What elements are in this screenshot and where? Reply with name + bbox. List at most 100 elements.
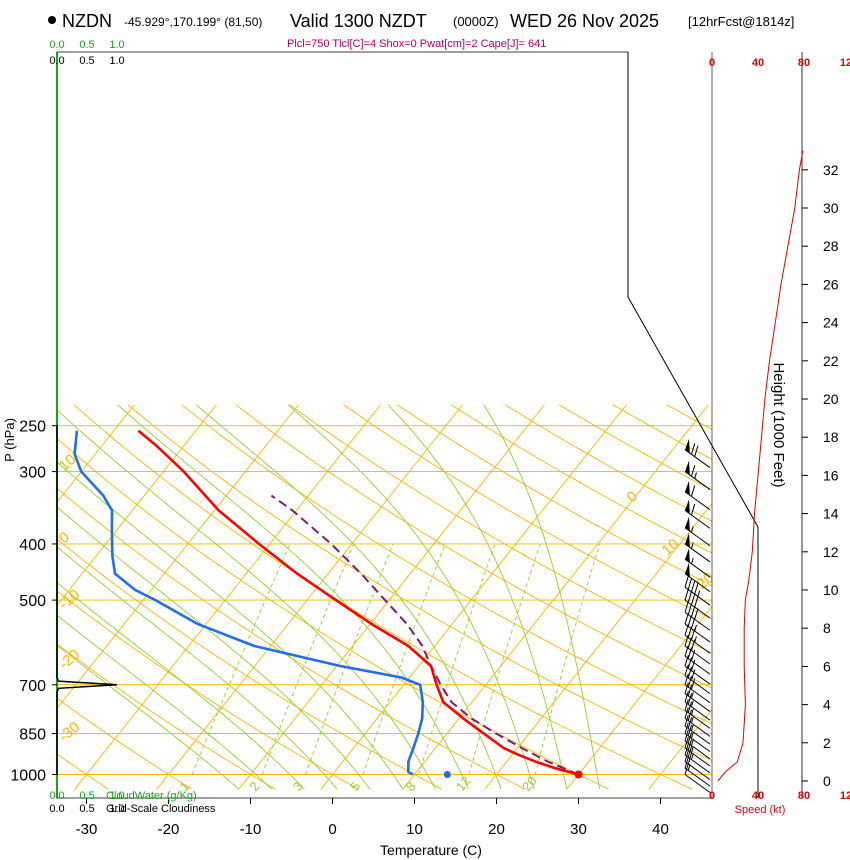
dewpoint-line (73, 430, 425, 776)
speed-tick-label-bottom: 12 (840, 790, 850, 802)
moist-adiabat-line (57, 581, 305, 790)
wind-barb (684, 654, 711, 685)
isotherm-line (57, 404, 135, 503)
temp-tick-label: -20 (158, 821, 180, 838)
wind-barb (684, 722, 711, 753)
pressure-tick-label: 250 (19, 419, 46, 436)
mixing-ratio-line (468, 543, 541, 775)
valid-time: Valid 1300 NZDT (290, 11, 427, 31)
cloudiness-line (56, 425, 118, 775)
isotherm-line (57, 404, 299, 710)
moist-adiabat-line (117, 404, 469, 790)
isotherm-line (320, 404, 627, 790)
temp-tick-label: 10 (406, 821, 423, 838)
wind-barb (684, 664, 711, 695)
cloudwater-tick-top: 0.5 (79, 39, 94, 51)
moist-adiabat-line (57, 506, 371, 790)
wind-barb (684, 699, 711, 729)
dry-adiabat-line (181, 404, 712, 725)
dry-adiabat-line (343, 404, 712, 620)
mixing-ratio-line (305, 543, 394, 775)
mixing-ratio-label: 12 (453, 773, 474, 794)
mixing-ratio-line (362, 543, 446, 775)
pressure-tick-label: 850 (19, 727, 46, 744)
cloudwater-tick-top: 0.0 (49, 39, 64, 51)
isotherm-line (74, 404, 381, 790)
surface-dewpoint-marker (443, 771, 451, 778)
height-tick-label: 0 (823, 773, 831, 789)
wind-barb (684, 516, 711, 547)
plot-right-border (627, 52, 759, 798)
height-tick-label: 18 (823, 429, 839, 445)
isotherm-line (156, 404, 463, 790)
height-tick-label: 2 (823, 735, 831, 751)
temp-tick-label: 0 (328, 821, 336, 838)
moist-adiabat-line (387, 404, 568, 790)
y-axis-label: P (hPa) (2, 418, 17, 462)
temperature-line (137, 429, 579, 776)
mixing-ratio-line (534, 543, 601, 775)
wind-barbs (684, 438, 711, 793)
dry-adiabat-line (57, 643, 276, 790)
wind-speed-line (717, 150, 804, 782)
temp-tick-label: 40 (652, 821, 669, 838)
mixing-ratio-line (261, 543, 355, 775)
moist-adiabat-line (57, 546, 338, 790)
dry-adiabat-line (397, 404, 712, 587)
mixing-ratio-label: 3 (290, 779, 306, 794)
speed-tick-label-top: 40 (752, 57, 764, 69)
moist-adiabat-line (57, 614, 272, 790)
wind-barb (684, 682, 711, 712)
pressure-tick-label: 300 (19, 465, 46, 482)
moist-adiabat-line (483, 404, 601, 790)
isotherm-label: 0 (624, 488, 641, 506)
pressure-tick-label: 500 (19, 593, 46, 610)
cloudiness-tick-bottom: 0.5 (79, 803, 94, 815)
height-tick-label: 8 (823, 620, 831, 636)
mixing-ratio-label: 2 (246, 779, 262, 794)
pressure-tick-label: 400 (19, 537, 46, 554)
wind-barb (684, 714, 711, 745)
moist-adiabat-line (287, 404, 535, 790)
moist-adiabat-line (57, 409, 437, 790)
dry-adiabat-line (235, 404, 712, 689)
isotherm-label: 20 (694, 569, 718, 593)
dry-adiabat-line (612, 404, 712, 460)
speed-tick-label-top: 80 (798, 57, 810, 69)
height-tick-label: 32 (823, 162, 839, 178)
mixing-ratio-lines (191, 543, 601, 775)
cloudiness-tick-top: 0.0 (49, 55, 64, 67)
cloudwater-tick-bottom: 0.5 (79, 790, 94, 802)
mixing-ratio-label: 20 (519, 773, 540, 794)
moist-adiabat-line (195, 404, 502, 790)
cloudiness-label: Grid-Scale Cloudiness (106, 803, 216, 815)
isotherm-label: -20 (56, 646, 84, 673)
isotherm-line (238, 404, 545, 790)
parcel-path-line (270, 494, 579, 776)
station-dot-icon (48, 16, 56, 24)
moist-adiabat-line (57, 461, 404, 790)
stability-indices: Plcl=750 Tlcl[C]=4 Shox=0 Pwat[cm]=2 Cap… (287, 38, 546, 50)
wind-barb (684, 460, 711, 490)
cloudiness-tick-top: 1.0 (109, 55, 124, 67)
station-coords: -45.929°,170.199° (81,50) (124, 15, 262, 29)
temp-tick-label: 20 (488, 821, 505, 838)
dry-adiabat-line (127, 404, 712, 762)
moist-adiabat-line (57, 644, 240, 790)
isotherm-line (402, 404, 709, 790)
height-tick-label: 6 (823, 658, 831, 674)
pressure-tick-label: 1000 (10, 768, 46, 785)
dry-adiabat-line (289, 404, 712, 654)
wind-barb (684, 548, 711, 578)
cloudiness-tick-bottom: 1.0 (109, 803, 124, 815)
wind-barb (684, 532, 711, 563)
cloudwater-tick-top: 1.0 (109, 39, 124, 51)
height-tick-label: 28 (823, 238, 839, 254)
cloud-profile (56, 425, 118, 775)
wind-barb (684, 645, 711, 675)
height-tick-label: 20 (823, 391, 839, 407)
cloudwater-label: CloudWater (g/Kg) (106, 790, 197, 802)
thermo-grid (57, 404, 712, 790)
